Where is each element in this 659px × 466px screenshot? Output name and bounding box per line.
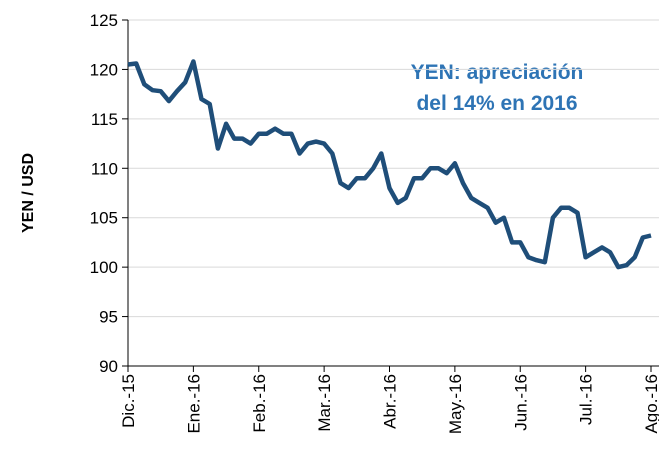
x-tick-label: Abr.-16: [381, 374, 400, 429]
x-tick-label: Dic.-15: [119, 374, 138, 428]
x-tick-label: Feb.-16: [250, 374, 269, 433]
y-tick-label: 100: [90, 258, 118, 277]
y-tick-label: 95: [99, 308, 118, 327]
annotation: del 14% en 2016: [416, 92, 577, 115]
y-tick-label: 105: [90, 209, 118, 228]
x-tick-label: May.-16: [446, 374, 465, 434]
x-tick-label: Jul.-16: [577, 374, 596, 425]
x-tick-label: Mar.-16: [315, 374, 334, 432]
annotation: YEN: apreciación: [411, 61, 584, 84]
x-tick-label: Ago.-16: [642, 374, 659, 434]
y-tick-label: 110: [91, 159, 118, 178]
y-tick-label: 120: [90, 60, 118, 79]
line-series: [127, 59, 652, 270]
y-tick-label: 115: [91, 110, 118, 129]
y-tick-label: 90: [99, 357, 118, 376]
x-tick-label: Ene.-16: [184, 374, 203, 434]
y-axis-label: YEN / USD: [20, 153, 37, 233]
x-tick-label: Jun.-16: [511, 374, 530, 431]
y-tick-label: 125: [90, 11, 118, 30]
